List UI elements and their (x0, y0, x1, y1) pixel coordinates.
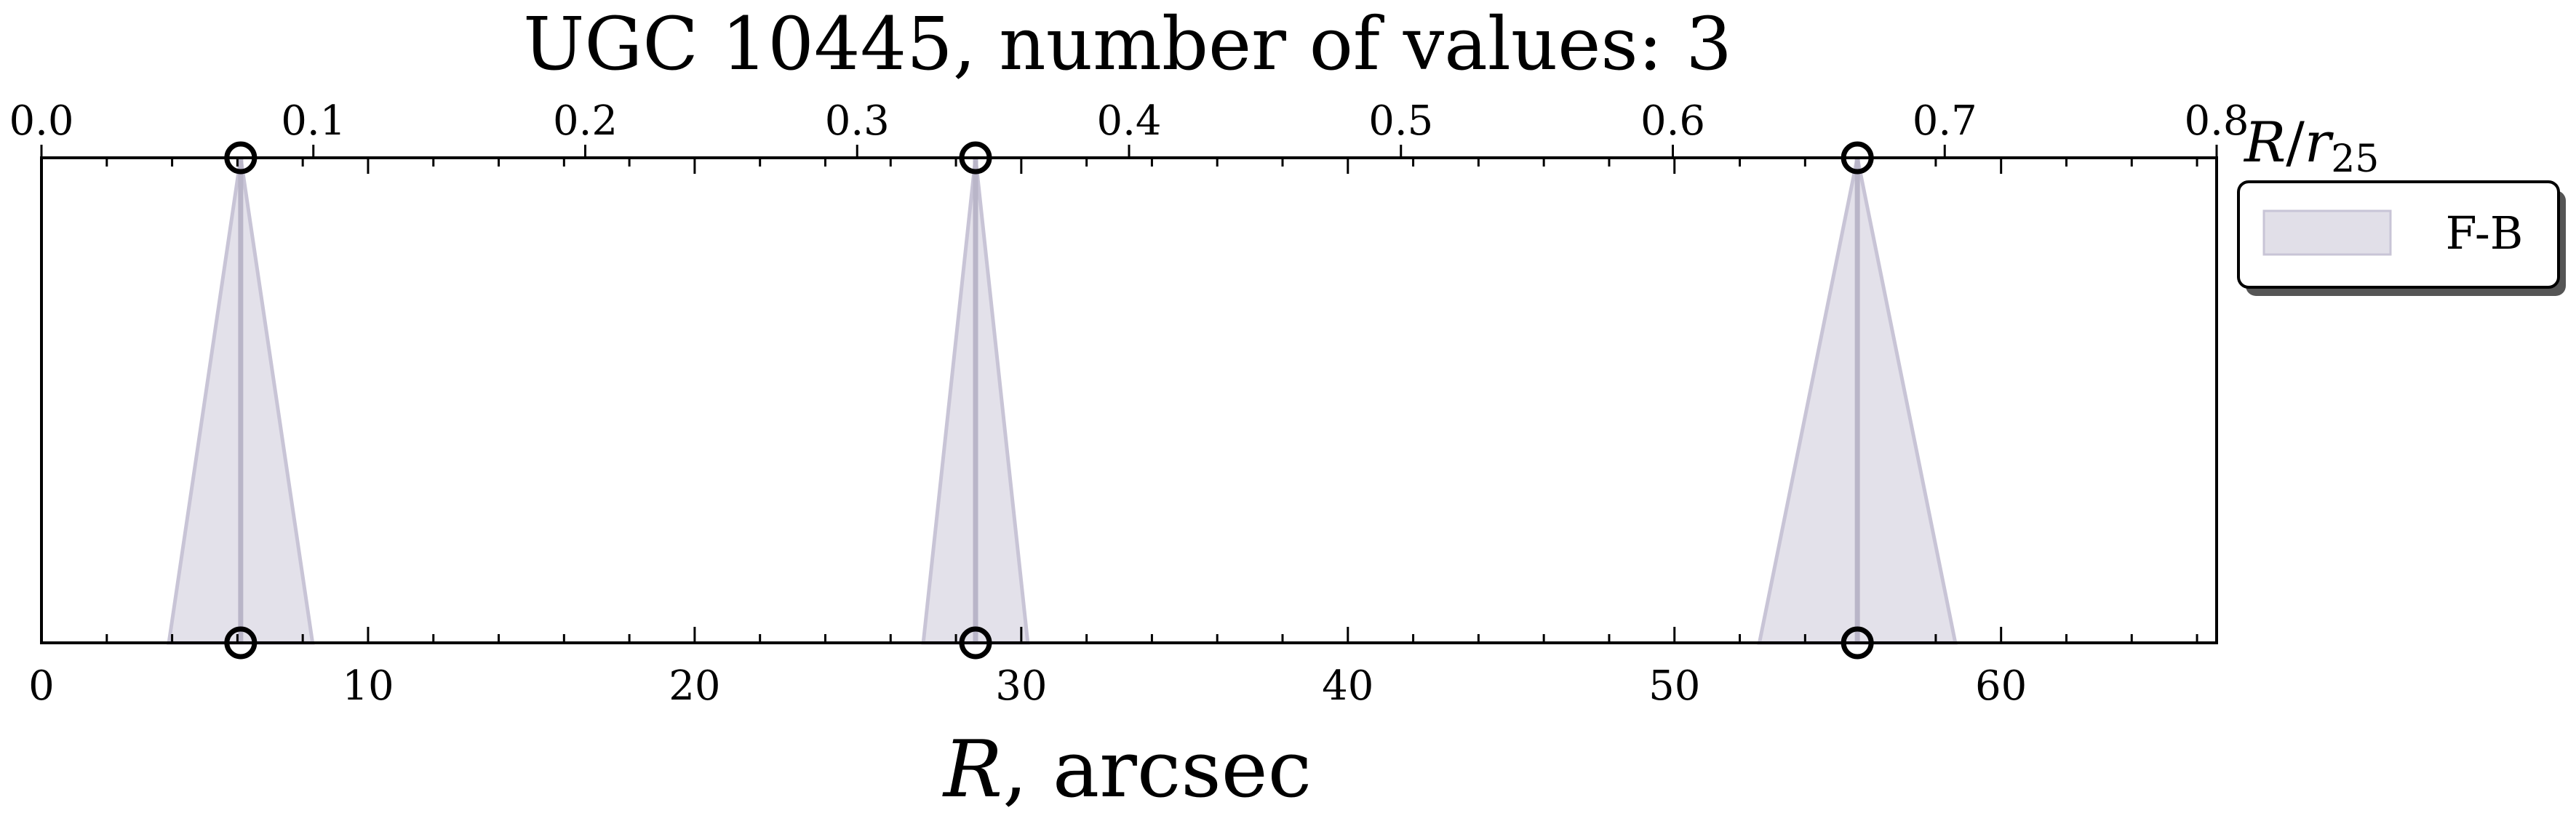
x-tick-label-60: 60 (1975, 662, 2027, 710)
plot-area (167, 141, 1958, 660)
x-tick-label-10: 10 (342, 662, 394, 710)
x-tick-label-50: 50 (1648, 662, 1700, 710)
x2-tick-label-4: 0.4 (1096, 97, 1161, 145)
x-axis-label-unit: , arcsec (1002, 724, 1312, 815)
x2-tick-label-7: 0.7 (1913, 97, 1977, 145)
x2-tick-label-5: 0.5 (1368, 97, 1433, 145)
legend-box (2237, 180, 2560, 289)
x-tick-label-40: 40 (1322, 662, 1373, 710)
x2-tick-label-2: 0.2 (553, 97, 618, 145)
x2-tick-label-8: 0.8 (2184, 97, 2249, 145)
x2-tick-label-3: 0.3 (825, 97, 890, 145)
top-axis-label-subscript: 25 (2331, 137, 2379, 181)
legend: F-B (2237, 180, 2566, 296)
legend-label: F-B (2446, 207, 2524, 260)
legend-swatch (2262, 209, 2392, 256)
x-axis-label: R, arcsec (942, 724, 1312, 815)
top-axis-label-numerator: R (2243, 110, 2286, 175)
x2-tick-label-0: 0.0 (9, 97, 73, 145)
top-axis-label-denominator: r (2305, 110, 2334, 175)
x-tick-label-30: 30 (995, 662, 1047, 710)
top-axis-label: R/r25 (2243, 110, 2379, 181)
axis-ticks: 0 10 20 30 40 50 60 0.0 0.1 0.2 0.3 0.4 0.5 0.6 0.7 0.8 (9, 97, 2249, 710)
x-tick-label-20: 20 (669, 662, 720, 710)
x-axis-label-symbol: R (942, 724, 1002, 815)
x-tick-label-0: 0 (28, 662, 55, 710)
x2-tick-label-6: 0.6 (1640, 97, 1705, 145)
chart-title: UGC 10445, number of values: 3 (523, 1, 1732, 87)
x2-tick-label-1: 0.1 (281, 97, 346, 145)
